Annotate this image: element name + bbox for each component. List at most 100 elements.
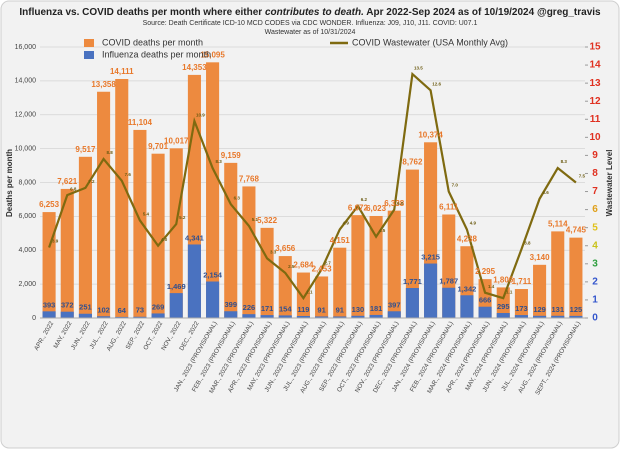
bar-value-label: 6,072 [348,203,369,212]
y-tick-label: 4,000 [18,247,36,254]
bar [278,315,292,318]
bar [151,313,165,318]
chart-title: Influenza vs. COVID deaths per month whe… [19,7,601,18]
line-value-label: 6.2 [361,197,368,202]
bar-value-label: 393 [43,300,56,309]
bar-value-label: 171 [261,304,274,313]
bar-value-label: 173 [515,304,528,313]
bar-value-label: 10,374 [418,130,443,139]
bar-value-label: 3,656 [275,244,296,253]
y2-tick-label: 9 [592,150,598,161]
bar [387,311,401,318]
line-value-label: 7.6 [125,172,132,177]
bar [442,287,456,318]
bar-value-label: 1,771 [403,277,422,286]
bar [224,162,238,318]
bar [333,247,347,318]
bar [115,78,129,318]
bar [115,316,129,318]
bar-value-label: 1,342 [458,284,477,293]
y2-tick-label: 12 [589,96,601,107]
bar-value-label: 13,358 [91,80,116,89]
bar-value-label: 4,151 [330,236,351,245]
line-value-label: 8.8 [106,150,113,155]
bar [551,315,565,318]
line-value-label: 10.9 [196,112,205,117]
bar [60,311,74,318]
y2-tick-label: 6 [592,204,598,215]
bar-value-label: 1,711 [512,277,532,286]
bar-value-label: 5,322 [257,216,278,225]
bar [569,315,583,318]
bar-value-label: 7,621 [57,177,78,186]
bar [151,153,165,318]
line-value-label: 1.1 [506,289,513,294]
line-value-label: 8.3 [561,159,568,164]
y2-tick-label: 10 [589,132,601,143]
bar [133,316,147,318]
bar [369,314,383,318]
bar [296,315,310,318]
bar-value-label: 130 [352,305,365,314]
line-value-label: 6.6 [542,190,549,195]
bar [224,311,238,318]
bar [369,215,383,318]
line-value-label: 2.5 [288,264,295,269]
bar [551,231,565,318]
bar-value-label: 181 [370,304,383,313]
legend-swatch [84,51,94,59]
legend-label: COVID deaths per month [102,37,203,47]
bar [405,288,419,318]
legend-label: COVID Wastewater (USA Monthly Avg) [352,37,508,47]
bar-value-label: 4,341 [185,233,204,242]
bar-value-label: 397 [388,300,401,309]
y2-axis-label: Wastewater Level [605,150,614,217]
bar [206,281,220,318]
bar-value-label: 131 [551,305,564,314]
y2-tick-label: 4 [592,240,598,251]
bar-value-label: 9,701 [148,142,169,151]
bar [351,315,365,318]
bar [169,148,183,318]
legend-label: Influenza deaths per month [102,49,211,59]
y2-tick-label: 3 [592,258,598,269]
bar [460,295,474,318]
line-value-label: 7.5 [579,174,586,179]
bar-value-label: 7,768 [239,175,260,184]
line-value-label: 3.9 [52,239,59,244]
bar-value-label: 6,023 [366,204,387,213]
bar [187,244,201,318]
bar [97,316,111,318]
line-value-label: 4.9 [343,221,350,226]
y2-tick-label: 11 [590,114,601,125]
bar [478,306,492,318]
line-value-label: 7.2 [88,179,95,184]
bar-value-label: 4,745 [566,226,587,235]
y-tick-label: 0 [32,315,36,322]
bar [496,313,510,318]
bar [351,215,365,318]
bar [315,316,329,318]
subtitle: Source: Death Certificate ICD-10 MCD COD… [143,20,478,27]
bar-value-label: 251 [79,303,92,312]
line-value-label: 5.4 [143,212,150,217]
title-part: contributes to death. [265,7,364,18]
bar [387,210,401,318]
bar [133,129,147,318]
subtitle: Wastewater as of 10/31/2024 [265,29,356,36]
bar-value-label: 399 [224,300,237,309]
bar [260,315,274,318]
line [48,71,577,301]
y2-tick-label: 7 [592,186,598,197]
bar-value-label: 2,154 [203,271,223,280]
y2-tick-label: 15 [589,42,601,53]
y-tick-label: 8,000 [18,179,36,186]
y2-tick-label: 14 [589,60,601,71]
bar-value-label: 91 [317,305,325,314]
bar [78,313,92,318]
line-value-label: 5.1 [252,217,259,222]
bar [242,186,256,318]
line-value-label: 5.2 [179,215,186,220]
title-part: Apr 2022-Sep 2024 as of 10/19/2024 @greg… [364,7,601,18]
